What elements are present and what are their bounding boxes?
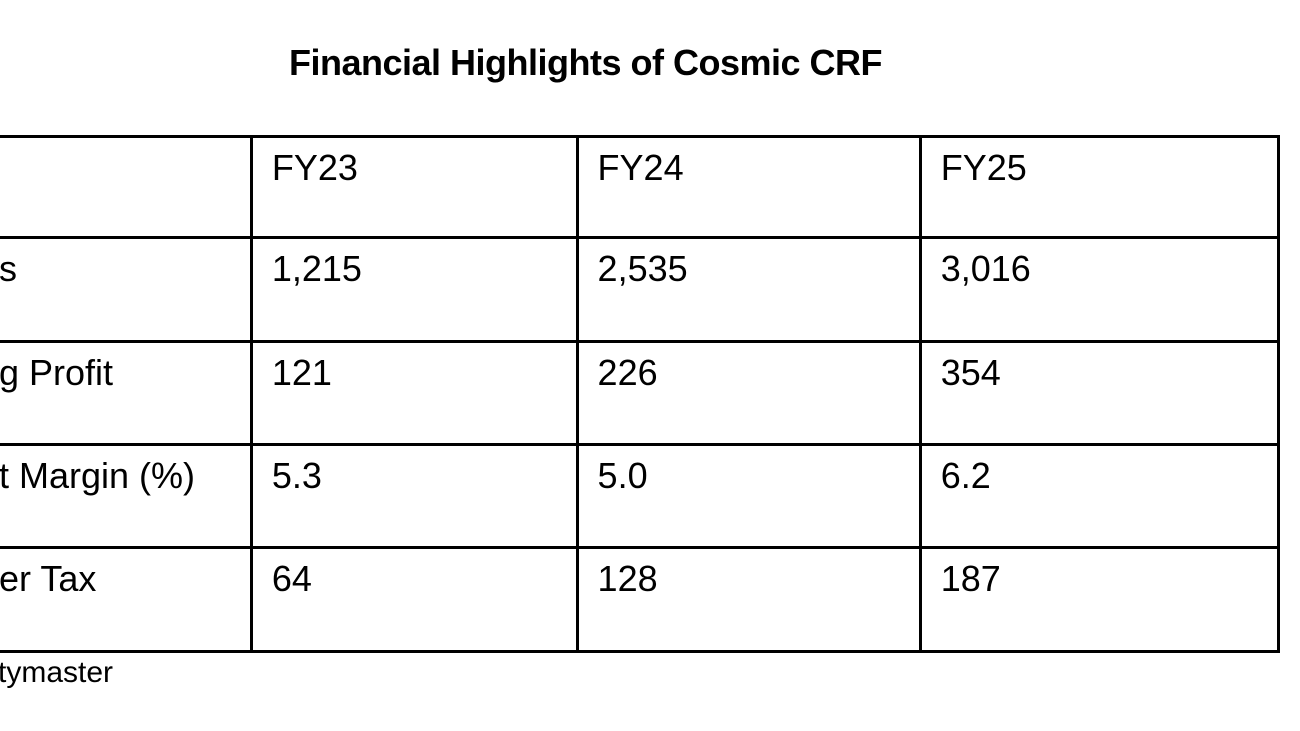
table-row: t Margin (%) 5.3 5.0 6.2 — [0, 443, 1281, 549]
table-cell: 354 — [918, 340, 1281, 446]
page-title: Financial Highlights of Cosmic CRF — [289, 42, 883, 83]
table-cell: 226 — [575, 340, 922, 446]
table-row: s 1,215 2,535 3,016 — [0, 236, 1281, 343]
row-label: er Tax — [0, 546, 253, 653]
financial-highlights-table: FY23 FY24 FY25 s 1,215 2,535 3,016 g Pro… — [0, 135, 1281, 653]
table-cell: 187 — [918, 546, 1281, 653]
row-label: s — [0, 236, 253, 343]
table-row: er Tax 64 128 187 — [0, 546, 1281, 653]
source-note: tymaster — [0, 656, 114, 689]
table-row: g Profit 121 226 354 — [0, 340, 1281, 446]
table-cell: 64 — [249, 546, 579, 653]
table-cell: 6.2 — [918, 443, 1281, 549]
table-cell: 3,016 — [918, 236, 1281, 343]
table-cell: 128 — [575, 546, 922, 653]
header-row: FY23 FY24 FY25 — [0, 135, 1281, 239]
column-header-fy24: FY24 — [575, 135, 922, 239]
table-cell: 1,215 — [249, 236, 579, 343]
column-header-fy25: FY25 — [918, 135, 1281, 239]
row-label: g Profit — [0, 340, 253, 446]
corner-cell — [0, 135, 253, 239]
table-cell: 121 — [249, 340, 579, 446]
column-header-fy23: FY23 — [249, 135, 579, 239]
table-cell: 5.3 — [249, 443, 579, 549]
row-label: t Margin (%) — [0, 443, 253, 549]
table-cell: 2,535 — [575, 236, 922, 343]
table-cell: 5.0 — [575, 443, 922, 549]
